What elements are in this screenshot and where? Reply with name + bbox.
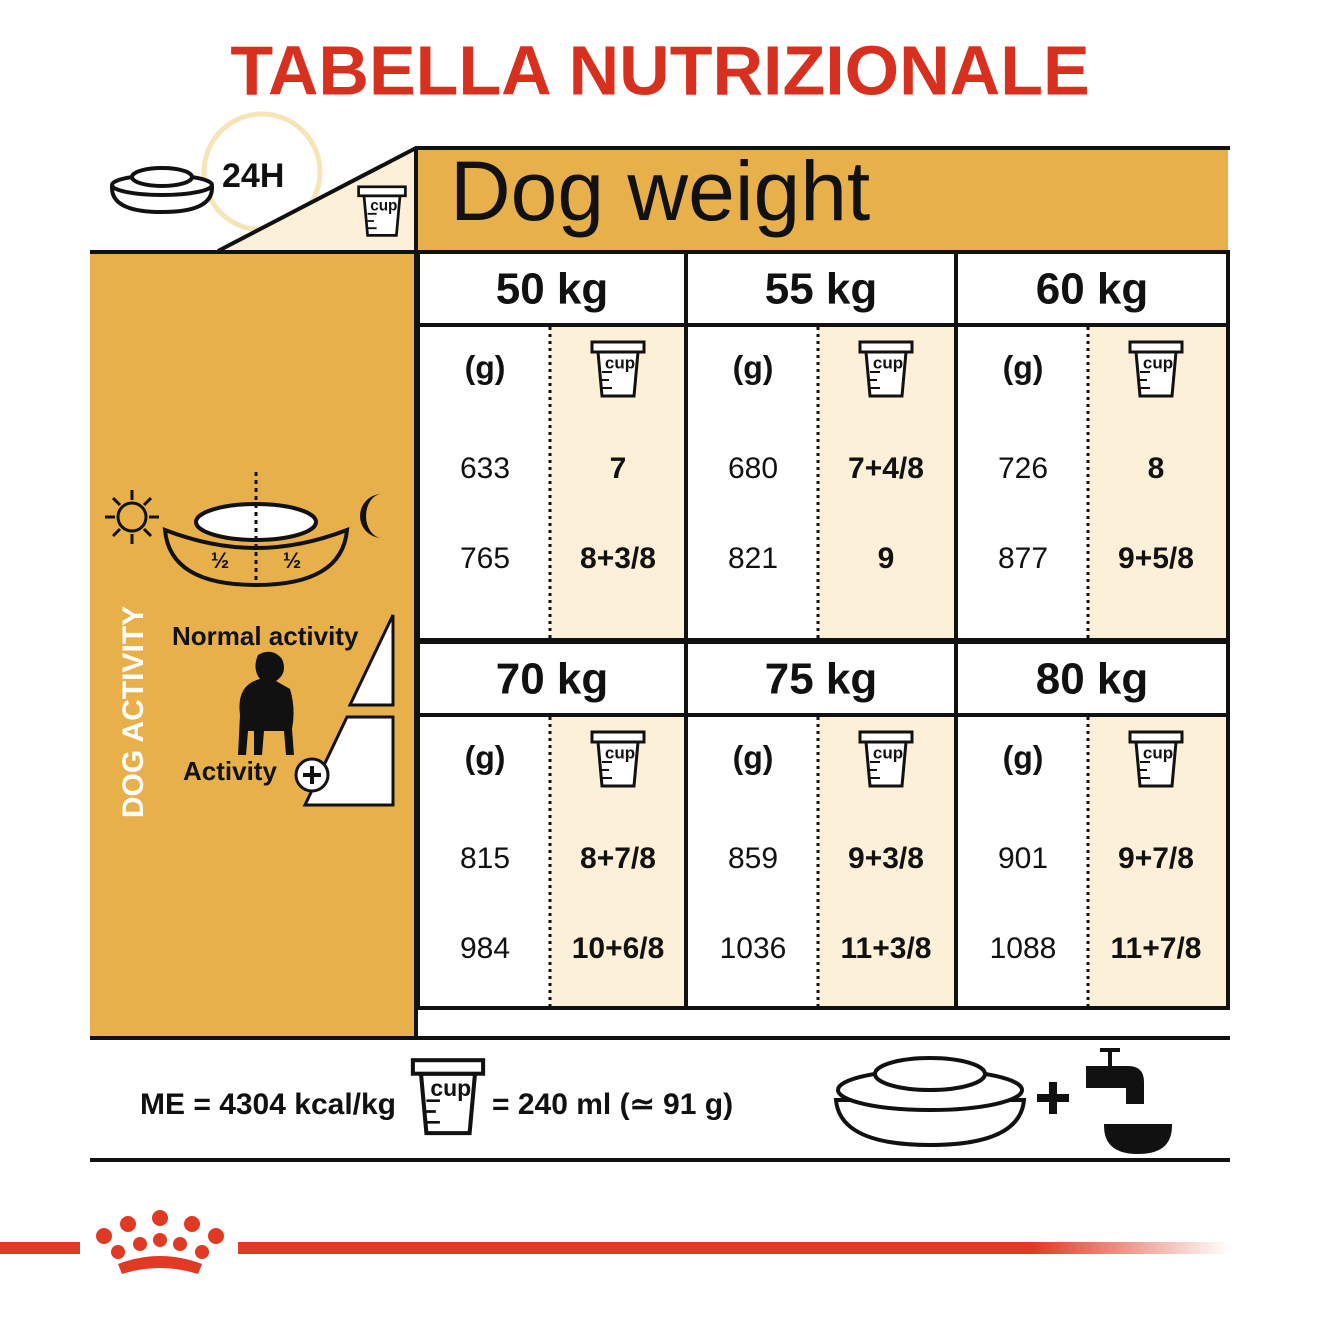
cup-rim (1128, 730, 1184, 744)
cup-value: 11+7/8 (1111, 932, 1202, 965)
cup-value: 10+6/8 (572, 932, 665, 965)
cup-rim (410, 1058, 486, 1076)
grams-value: 1088 (990, 932, 1057, 965)
cup-scale (1140, 371, 1150, 389)
cup-icon: cup (357, 185, 407, 237)
weight-label: 70 kg (496, 655, 609, 704)
cup-scale (367, 212, 377, 230)
cup-icon: cup (858, 340, 914, 398)
cup-label: cup (605, 353, 635, 372)
cup-rim (858, 340, 914, 354)
bowl-icon (109, 166, 215, 215)
sun-icon (105, 490, 159, 544)
cup-scale (1140, 761, 1150, 779)
cup-value: 8+3/8 (580, 542, 656, 575)
energy: ME = 4304 kcal/kg (140, 1088, 396, 1121)
diagonal (217, 146, 417, 253)
grams-label: (g) (1003, 349, 1044, 385)
cup-label: cup (873, 353, 903, 372)
cup-scale (870, 761, 880, 779)
weight-label: 55 kg (765, 265, 878, 314)
cup-value: 7+4/8 (848, 452, 924, 485)
grams-value: 984 (460, 932, 510, 965)
title: TABELLA NUTRIZIONALE (230, 31, 1089, 109)
cup-icon: cup (590, 730, 646, 788)
grams-label: (g) (465, 739, 506, 775)
cup-rim (357, 185, 407, 198)
plus-icon (303, 766, 321, 784)
grams-value: 680 (728, 452, 778, 485)
cup-value: 9+3/8 (848, 842, 924, 875)
cup-value: 9 (878, 542, 895, 575)
weight-label: 50 kg (496, 265, 609, 314)
cup-icon: cup (858, 730, 914, 788)
grams-value: 1036 (720, 932, 787, 965)
grams-value: 765 (460, 542, 510, 575)
cup-value: 9+7/8 (1118, 842, 1194, 875)
cup-rim (590, 340, 646, 354)
dog-weight-title: Dog weight (450, 144, 870, 238)
cup-rim (1128, 340, 1184, 354)
grams-label: (g) (1003, 739, 1044, 775)
cup-scale (426, 1099, 440, 1124)
cup-equivalent: = 240 ml (≃ 91 g) (492, 1088, 733, 1121)
cup-value: 11+3/8 (841, 932, 932, 965)
cup-rim (590, 730, 646, 744)
grams-value: 633 (460, 452, 510, 485)
brand-line (238, 1242, 1230, 1254)
weight-label: 80 kg (1036, 655, 1149, 704)
cup-value: 9+5/8 (1118, 542, 1194, 575)
normal-activity: Normal activity (172, 621, 359, 651)
half-label: ½ (211, 548, 229, 573)
duration: 24H (222, 157, 284, 195)
grams-value: 815 (460, 842, 510, 875)
weight-header-bg (418, 148, 1228, 252)
cup-icon: cup (410, 1058, 486, 1136)
cup-value: 8 (1148, 452, 1165, 485)
activity-panel (90, 252, 415, 1038)
cup-label: cup (1143, 743, 1173, 762)
brand-line (0, 1242, 80, 1254)
cup-icon: cup (1128, 340, 1184, 398)
activity-triangle (347, 614, 395, 707)
grams-value: 821 (728, 542, 778, 575)
cup-scale (602, 371, 612, 389)
cup-rim (858, 730, 914, 744)
cup-value: 7 (610, 452, 627, 485)
weight-grid: 50 kg (g) cup 633 7 765 8+3/8 55 kg (g) cup 680 7+4… (416, 250, 1230, 1010)
grams-value: 877 (998, 542, 1048, 575)
cup-icon: cup (1128, 730, 1184, 788)
weight-label: 60 kg (1036, 265, 1149, 314)
bowl-water-icon (833, 1048, 1173, 1155)
vertical-label: DOG ACTIVITY (117, 606, 150, 818)
weight-label: 75 kg (765, 655, 878, 704)
moon-icon (360, 494, 382, 538)
cup-label: cup (370, 198, 397, 215)
cup-scale (870, 371, 880, 389)
grams-value: 726 (998, 452, 1048, 485)
grams-label: (g) (733, 349, 774, 385)
cup-label: cup (430, 1075, 471, 1101)
grams-label: (g) (733, 739, 774, 775)
activity: Activity (183, 756, 277, 786)
dog-icon (238, 651, 294, 755)
split-bowl-icon (162, 472, 350, 588)
cup-label: cup (605, 743, 635, 762)
weight-cell-border (954, 640, 1230, 1010)
crown-logo (96, 1210, 224, 1274)
grams-value: 901 (998, 842, 1048, 875)
half-label: ½ (283, 548, 301, 573)
cup-scale (602, 761, 612, 779)
cup-label: cup (1143, 353, 1173, 372)
grams-label: (g) (465, 349, 506, 385)
cup-icon: cup (590, 340, 646, 398)
cup-label: cup (873, 743, 903, 762)
cup-value: 8+7/8 (580, 842, 656, 875)
grams-value: 859 (728, 842, 778, 875)
